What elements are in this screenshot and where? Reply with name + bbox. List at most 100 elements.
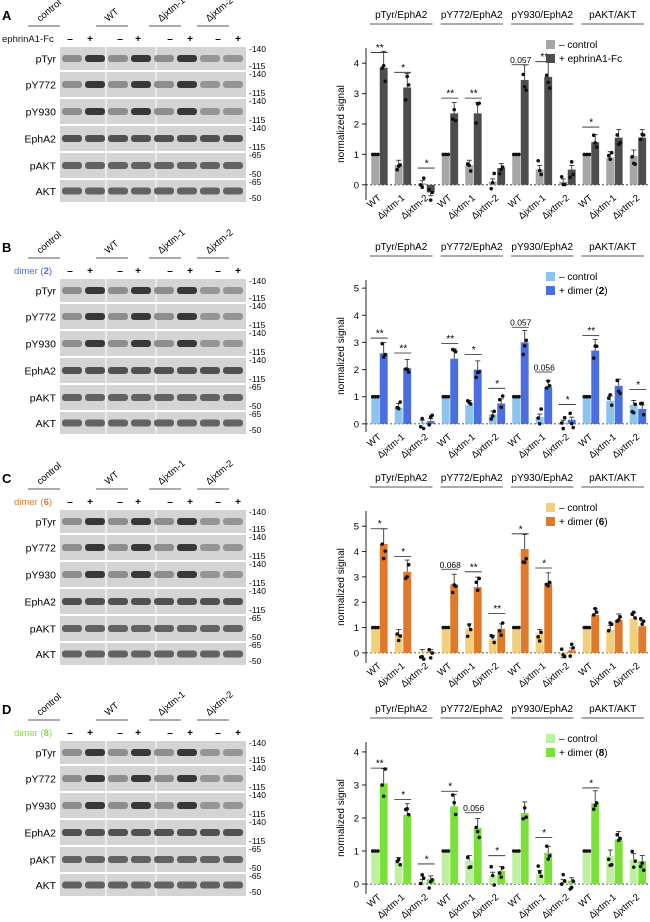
data-point xyxy=(427,647,432,652)
bar xyxy=(567,880,576,885)
data-point xyxy=(380,783,385,787)
data-point xyxy=(427,423,432,427)
y-tick-label: 0 xyxy=(354,880,359,891)
data-point xyxy=(631,865,636,869)
data-point xyxy=(544,73,549,78)
significance-label: * xyxy=(495,846,499,857)
data-point xyxy=(591,807,596,811)
blot-band xyxy=(131,81,151,88)
blot-row-py930 xyxy=(60,562,246,587)
blot-band xyxy=(223,81,243,88)
blot-band xyxy=(62,625,82,632)
blot-band xyxy=(177,544,197,551)
data-point xyxy=(492,640,497,645)
data-point xyxy=(568,175,572,180)
data-point xyxy=(497,397,502,402)
blot-band xyxy=(131,313,151,320)
bar xyxy=(371,396,380,424)
legend: – control + ephrinA1-Fc xyxy=(546,40,622,65)
bar xyxy=(535,633,544,653)
significance-label: ** xyxy=(493,604,501,615)
bar xyxy=(441,154,450,185)
mw-marker: -115 xyxy=(249,755,266,765)
blot-band xyxy=(108,856,128,863)
bar xyxy=(379,543,388,653)
mw-marker: -140 xyxy=(249,96,266,106)
data-point xyxy=(539,630,543,635)
data-point xyxy=(376,849,380,853)
blot-band xyxy=(85,598,105,605)
blot-band xyxy=(62,881,82,889)
blot-row-ptyr xyxy=(60,741,246,764)
data-point xyxy=(500,165,505,169)
blot-band xyxy=(200,829,220,836)
blot-band xyxy=(223,394,243,401)
blot-band xyxy=(154,187,174,195)
blot-row-label: pTyr xyxy=(36,54,57,66)
data-point xyxy=(524,88,528,93)
data-point xyxy=(559,174,564,179)
significance-label: * xyxy=(472,345,476,356)
data-point xyxy=(562,879,567,883)
blot-band xyxy=(154,829,174,836)
blot-band xyxy=(177,367,197,374)
blot-band xyxy=(223,829,243,836)
significance-label: * xyxy=(448,782,452,793)
data-point xyxy=(568,654,572,658)
blot-band xyxy=(131,881,151,889)
group-title: pY930/EphA2 xyxy=(511,473,573,484)
data-point xyxy=(499,405,504,410)
blot-band xyxy=(131,287,151,294)
treatment-label: dimer (8) xyxy=(14,728,52,739)
data-point xyxy=(396,857,401,862)
blot-band xyxy=(85,544,105,551)
blot-band xyxy=(62,775,82,782)
blot-row-label: EphA2 xyxy=(24,597,56,609)
data-point xyxy=(521,816,525,821)
data-point xyxy=(571,646,575,650)
mw-marker: -115 xyxy=(249,374,266,384)
blot-band xyxy=(85,625,105,632)
significance-label: 0.068 xyxy=(440,560,462,570)
bar xyxy=(544,76,553,185)
significance-label: ** xyxy=(376,759,384,770)
blot-band xyxy=(62,135,82,142)
blot-band xyxy=(131,55,151,62)
blot-band xyxy=(200,856,220,863)
data-point xyxy=(537,168,542,173)
lane-header: WT xyxy=(103,6,122,24)
mw-marker: -115 xyxy=(249,524,266,534)
blot-band xyxy=(223,135,243,142)
blot-row-pakt xyxy=(60,847,246,872)
significance-label: * xyxy=(589,778,593,789)
legend-label: + dimer (8) xyxy=(559,748,608,759)
data-point xyxy=(446,849,451,853)
mw-marker: -115 xyxy=(249,347,266,357)
significance-label: 0.057 xyxy=(510,318,532,328)
y-tick-label: 2 xyxy=(354,814,359,825)
data-point xyxy=(587,394,592,399)
bar xyxy=(403,571,412,653)
blot-row-label: pY930 xyxy=(26,801,57,813)
blot-band xyxy=(62,313,82,320)
blot-band xyxy=(108,367,128,374)
mw-marker: -65 xyxy=(249,844,262,854)
blot-band xyxy=(177,518,197,525)
data-point xyxy=(421,176,426,180)
data-point xyxy=(444,152,448,157)
group-title: pAKT/AKT xyxy=(589,10,636,21)
chart: pTyr/EphA2 pY772/EphA2 pY930/EphA2 pAKT/AKT… xyxy=(336,473,648,690)
mw-marker: -115 xyxy=(249,551,266,561)
y-tick-label: 3 xyxy=(354,89,359,100)
data-point xyxy=(453,584,458,589)
lane-header: WT xyxy=(103,700,122,718)
mw-marker: -140 xyxy=(249,123,266,133)
lane-sign: + xyxy=(87,497,93,508)
blot-band xyxy=(131,162,151,169)
y-tick-label: 3 xyxy=(354,780,359,791)
data-point xyxy=(421,876,426,880)
data-point xyxy=(544,844,549,848)
data-point xyxy=(405,74,410,79)
data-point xyxy=(490,414,495,418)
